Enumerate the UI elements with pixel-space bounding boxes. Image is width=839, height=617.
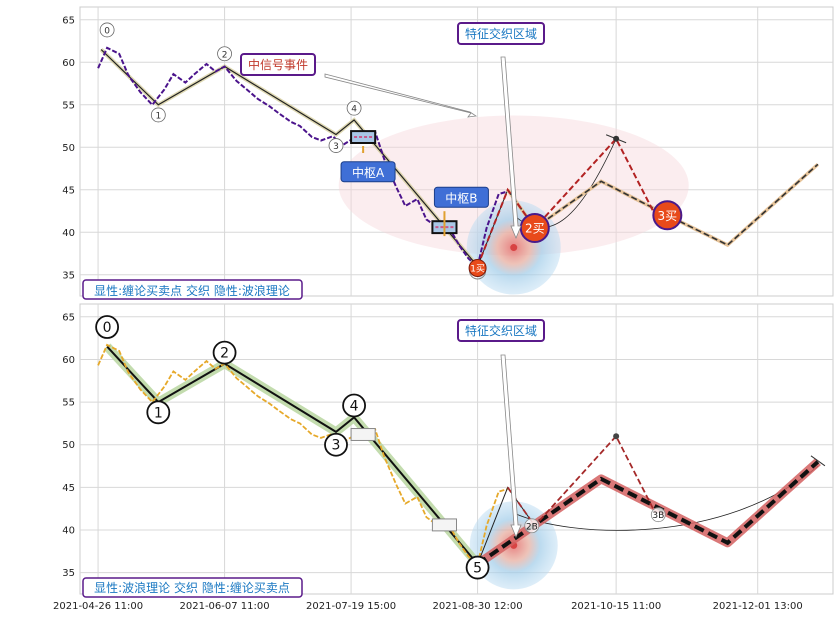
buy-point-circle <box>652 200 683 231</box>
overlap-zone-arrow <box>500 354 522 539</box>
wave-label: 3 <box>332 438 341 454</box>
panel-caption-box <box>82 577 303 598</box>
x-tick-label: 2021-12-01 13:00 <box>713 601 803 612</box>
overlap-zone-label: 特征交织区域 <box>465 26 537 41</box>
x-tick-label: 2021-07-19 15:00 <box>306 601 396 612</box>
y-tick-label: 35 <box>62 270 75 281</box>
wave-label: 2 <box>222 50 228 60</box>
small-buy-label: 3B <box>652 511 664 521</box>
peak-marker <box>613 433 620 440</box>
y-tick-label: 60 <box>62 58 75 69</box>
y-tick-label: 65 <box>62 15 75 26</box>
x-tick-label: 2021-06-07 11:00 <box>180 601 270 612</box>
wave-label-circle <box>342 393 366 418</box>
peak-tick <box>605 134 627 144</box>
price-series-line <box>97 343 508 566</box>
overlap-zone-arrow <box>500 56 522 240</box>
panel-caption: 显性:波浪理论 交织 隐性:缠论买卖点 <box>94 580 290 595</box>
signal-event-label: 中信号事件 <box>248 57 308 72</box>
buy-point-circle <box>519 213 550 243</box>
overlap-center-dot <box>510 244 518 252</box>
wave-label: 5 <box>473 561 482 577</box>
y-tick-label: 45 <box>62 483 75 494</box>
buy-point-label: 1买 <box>470 263 485 274</box>
wave-label-circle <box>95 315 120 339</box>
top-panel: 35 40 45 50 55 60 65 中枢A 中枢B 0 1 2 3 4 1买 2买 3买 中信号事件 特征交织… <box>62 6 834 300</box>
overlap-zone-label: 特征交织区域 <box>465 323 537 338</box>
y-tick-label: 65 <box>62 312 75 323</box>
wave-label: 1 <box>155 111 161 121</box>
small-label-circle <box>524 518 540 534</box>
y-tick-label: 55 <box>62 100 75 111</box>
wave-label-circle <box>99 22 115 38</box>
x-tick-label: 2021-10-15 11:00 <box>571 601 661 612</box>
signal-event-box <box>240 53 316 76</box>
wave-label: 3 <box>333 142 339 152</box>
wave-zigzag-line <box>100 49 479 267</box>
small-buy-label: 2B <box>526 522 538 532</box>
wave-label-circle <box>328 138 344 153</box>
wave-label: 2 <box>220 346 229 362</box>
price-series-line <box>97 46 508 269</box>
zhongshu-label-box <box>340 161 396 183</box>
x-tick-label: 2021-08-30 12:00 <box>433 601 523 612</box>
signal-event-arrow <box>324 73 478 118</box>
y-tick-label: 40 <box>62 228 75 239</box>
buy-point-label: 2买 <box>525 222 545 236</box>
buy-point-label: 3买 <box>658 209 678 223</box>
plot-area <box>79 303 834 595</box>
wave-label-circle <box>324 432 348 457</box>
buy-point-marker <box>468 258 487 277</box>
wave-label: 0 <box>104 26 110 36</box>
y-tick-label: 45 <box>62 185 75 196</box>
wave-zigzag-line <box>106 345 479 565</box>
zhongshu-box <box>350 428 376 441</box>
wave-label: 1 <box>154 405 163 421</box>
overlap-zone-box <box>457 319 545 342</box>
wave-label-circle <box>346 100 362 116</box>
overlap-zone-box <box>457 22 545 45</box>
end-tick <box>810 455 826 467</box>
panel-caption-box <box>82 279 303 300</box>
y-tick-label: 60 <box>62 355 75 366</box>
wave-label: 4 <box>350 399 359 415</box>
y-tick-label: 50 <box>62 143 75 154</box>
y-tick-label: 55 <box>62 398 75 409</box>
y-tick-label: 50 <box>62 440 75 451</box>
y-tick-label: 35 <box>62 568 75 579</box>
plot-area <box>79 6 834 297</box>
zhongshu-label: 中枢B <box>445 190 477 205</box>
wave-label-circle <box>465 555 490 580</box>
wave-label: 4 <box>351 105 357 115</box>
wave-label-circle <box>150 107 166 123</box>
zhongshu-label-box <box>433 186 489 208</box>
buy-point-path-line <box>506 434 657 528</box>
wave-label-circle <box>212 340 237 365</box>
zhongshu-label: 中枢A <box>352 165 385 180</box>
panel-caption: 显性:缠论买卖点 交织 隐性:波浪理论 <box>94 283 290 298</box>
projection-path-line <box>476 460 820 566</box>
y-tick-label: 40 <box>62 526 75 537</box>
wave-label: 0 <box>103 320 112 336</box>
wave-label-circle <box>146 400 171 425</box>
zhongshu-box <box>431 518 457 532</box>
x-axis: 2021-04-26 11:00 2021-06-07 11:00 2021-07-… <box>53 601 803 612</box>
wave-label-circle <box>217 46 232 62</box>
zhongshu-box <box>350 130 377 145</box>
x-tick-label: 2021-04-26 11:00 <box>53 601 143 612</box>
small-label-circle <box>650 507 666 523</box>
